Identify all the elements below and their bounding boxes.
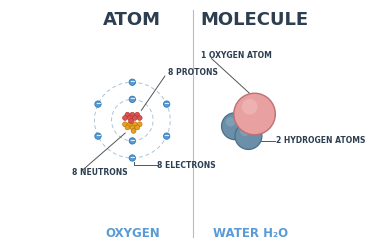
Circle shape xyxy=(240,127,250,136)
Circle shape xyxy=(95,101,101,107)
Circle shape xyxy=(242,99,257,114)
Text: OXYGEN: OXYGEN xyxy=(105,227,160,240)
Circle shape xyxy=(135,125,140,130)
Circle shape xyxy=(129,96,135,102)
Text: 8 PROTONS: 8 PROTONS xyxy=(168,68,218,77)
Circle shape xyxy=(128,122,132,127)
Circle shape xyxy=(235,122,262,150)
Circle shape xyxy=(129,79,135,86)
Circle shape xyxy=(222,113,248,140)
Circle shape xyxy=(129,155,135,161)
Text: 1 OXYGEN ATOM: 1 OXYGEN ATOM xyxy=(201,51,272,60)
Text: −: − xyxy=(129,96,135,102)
Text: 8 NEUTRONS: 8 NEUTRONS xyxy=(73,168,128,177)
Text: ATOM: ATOM xyxy=(103,11,161,29)
Circle shape xyxy=(234,93,275,135)
Text: −: − xyxy=(129,155,135,161)
Circle shape xyxy=(163,133,170,139)
Text: 2 HYDROGEN ATOMS: 2 HYDROGEN ATOMS xyxy=(276,136,365,145)
Circle shape xyxy=(137,122,142,127)
Text: −: − xyxy=(129,138,135,144)
Circle shape xyxy=(137,116,142,120)
Text: WATER H₂O: WATER H₂O xyxy=(213,227,289,240)
Circle shape xyxy=(122,116,128,120)
Circle shape xyxy=(132,122,137,127)
Circle shape xyxy=(130,112,135,117)
Circle shape xyxy=(125,112,130,117)
Circle shape xyxy=(130,125,135,130)
Text: MOLECULE: MOLECULE xyxy=(200,11,308,29)
Circle shape xyxy=(122,122,128,127)
Text: −: − xyxy=(129,79,135,85)
Circle shape xyxy=(125,125,130,130)
Text: −: − xyxy=(95,101,101,107)
Circle shape xyxy=(95,133,101,139)
Circle shape xyxy=(129,138,135,144)
Circle shape xyxy=(131,128,136,133)
Text: −: − xyxy=(164,101,170,107)
Text: −: − xyxy=(164,133,170,139)
Circle shape xyxy=(163,101,170,107)
Text: −: − xyxy=(95,133,101,139)
Circle shape xyxy=(129,119,133,124)
Circle shape xyxy=(226,117,235,126)
Circle shape xyxy=(132,116,137,120)
Circle shape xyxy=(135,112,140,117)
Text: 8 ELECTRONS: 8 ELECTRONS xyxy=(157,161,216,170)
Circle shape xyxy=(128,116,132,120)
